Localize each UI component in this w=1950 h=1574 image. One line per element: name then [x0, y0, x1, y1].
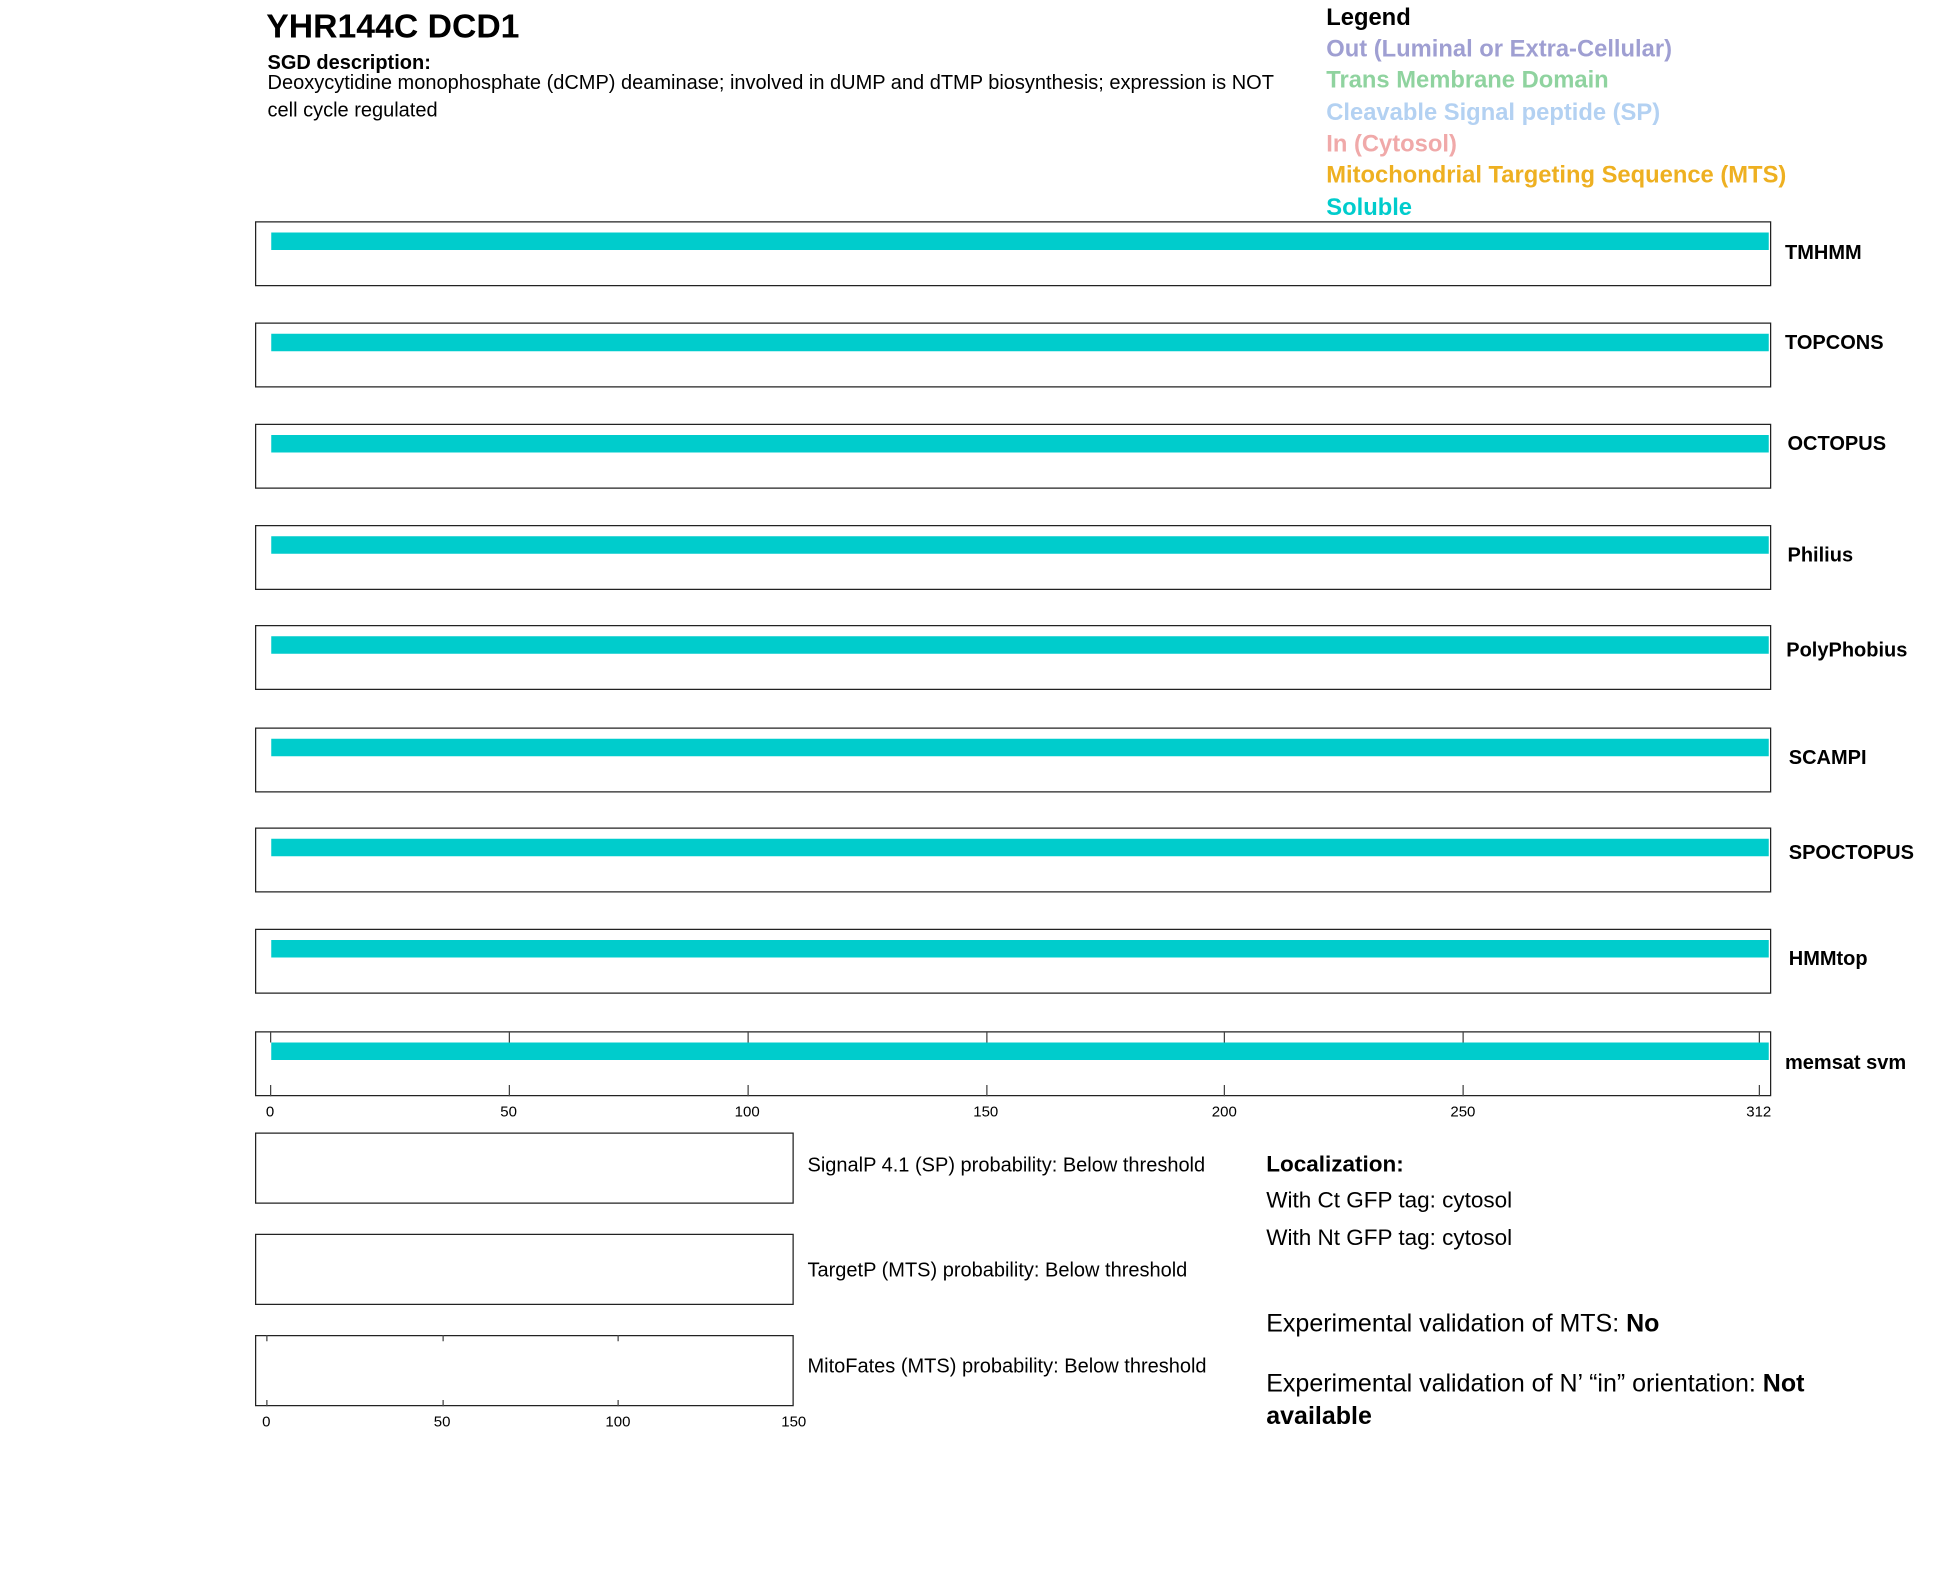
track-label: HMMtop	[1788, 948, 1868, 970]
axis-tick	[1462, 1031, 1465, 1043]
exp-orientation: Experimental validation of N’ “in” orien…	[1266, 1368, 1854, 1433]
legend-item: Soluble	[1326, 194, 1413, 221]
axis-tick	[270, 1085, 272, 1097]
axis-tick	[1224, 1085, 1226, 1097]
track-scampi	[255, 727, 1772, 793]
axis-tick-label: 200	[1211, 1102, 1237, 1121]
track-philius	[255, 525, 1772, 590]
track-label: OCTOPUS	[1787, 433, 1887, 455]
axis-tick	[508, 1085, 510, 1097]
legend-item: In (Cytosol)	[1326, 131, 1457, 158]
axis-tick-label: 0	[262, 1412, 271, 1431]
segment-bar	[271, 940, 1769, 958]
axis-tick	[266, 1335, 268, 1342]
segment-bar	[271, 1042, 1769, 1060]
exp-orientation-value: Not available	[1266, 1370, 1805, 1430]
axis-tick	[1758, 1031, 1760, 1043]
localization-ct: With Ct GFP tag: cytosol	[1266, 1187, 1513, 1213]
legend-item: Cleavable Signal peptide (SP)	[1326, 99, 1661, 126]
segment-bar	[271, 536, 1769, 554]
axis-tick	[508, 1031, 510, 1043]
segment-bar	[271, 333, 1769, 352]
axis-tick	[266, 1400, 268, 1407]
axis-tick	[747, 1031, 749, 1043]
probability-label: SignalP 4.1 (SP) probability: Below thre…	[807, 1155, 1206, 1177]
axis-tick	[1224, 1031, 1226, 1043]
axis-tick-label: 50	[500, 1102, 517, 1121]
localization-heading: Localization:	[1266, 1151, 1404, 1177]
axis-tick	[985, 1031, 987, 1043]
probability-label: TargetP (MTS) probability: Below thresho…	[807, 1260, 1188, 1282]
axis-tick-label: 312	[1746, 1102, 1772, 1121]
probability-panel	[255, 1335, 794, 1407]
track-label: TMHMM	[1785, 242, 1862, 264]
probability-panel	[255, 1132, 794, 1204]
track-label: TOPCONS	[1785, 332, 1884, 354]
track-octopus	[255, 423, 1772, 489]
axis-tick-label: 50	[433, 1412, 451, 1431]
probability-label: MitoFates (MTS) probability: Below thres…	[807, 1356, 1207, 1378]
axis-tick	[1462, 1085, 1465, 1097]
axis-tick-label: 0	[265, 1102, 275, 1121]
axis-tick-label: 100	[605, 1412, 631, 1431]
exp-orientation-label: Experimental validation of N’ “in” orien…	[1266, 1370, 1763, 1398]
track-tmhmm	[255, 221, 1772, 287]
legend-item: Out (Luminal or Extra-Cellular)	[1326, 36, 1672, 63]
axis-tick	[442, 1335, 444, 1342]
segment-bar	[271, 838, 1769, 857]
track-hmmtop	[255, 928, 1772, 994]
axis-tick	[985, 1085, 987, 1097]
axis-tick-label: 250	[1450, 1102, 1476, 1121]
axis-tick	[1758, 1085, 1760, 1097]
exp-mts: Experimental validation of MTS: No	[1266, 1308, 1854, 1341]
track-topcons	[255, 322, 1772, 388]
track-label: memsat svm	[1785, 1052, 1907, 1074]
segment-bar	[271, 738, 1769, 757]
legend-item: Mitochondrial Targeting Sequence (MTS)	[1326, 162, 1787, 189]
track-memsat-svm	[255, 1031, 1772, 1097]
axis-tick	[747, 1085, 749, 1097]
exp-mts-label: Experimental validation of MTS:	[1266, 1310, 1627, 1338]
axis-tick	[617, 1400, 620, 1407]
sgd-heading: SGD description:	[267, 52, 431, 74]
sgd-description: Deoxycytidine monophosphate (dCMP) deami…	[267, 72, 1274, 122]
page-title: YHR144C DCD1	[266, 7, 520, 46]
track-label: PolyPhobius	[1786, 640, 1908, 662]
axis-tick-label: 150	[973, 1102, 999, 1121]
legend-item: Trans Membrane Domain	[1326, 67, 1609, 95]
legend-title: Legend	[1326, 5, 1411, 32]
exp-mts-value: No	[1626, 1310, 1660, 1338]
axis-tick	[442, 1400, 444, 1407]
localization-nt: With Nt GFP tag: cytosol	[1266, 1225, 1513, 1250]
axis-tick	[617, 1335, 620, 1342]
track-spoctopus	[255, 827, 1772, 893]
axis-tick-label: 100	[734, 1102, 760, 1121]
axis-tick-label: 150	[781, 1412, 807, 1431]
track-polyphobius	[255, 625, 1772, 690]
track-label: SPOCTOPUS	[1788, 842, 1914, 864]
segment-bar	[271, 435, 1769, 453]
track-label: Philius	[1787, 545, 1854, 567]
probability-panel	[255, 1233, 794, 1305]
segment-bar	[271, 232, 1769, 250]
track-label: SCAMPI	[1788, 747, 1867, 769]
axis-tick	[270, 1031, 272, 1043]
segment-bar	[271, 636, 1769, 654]
